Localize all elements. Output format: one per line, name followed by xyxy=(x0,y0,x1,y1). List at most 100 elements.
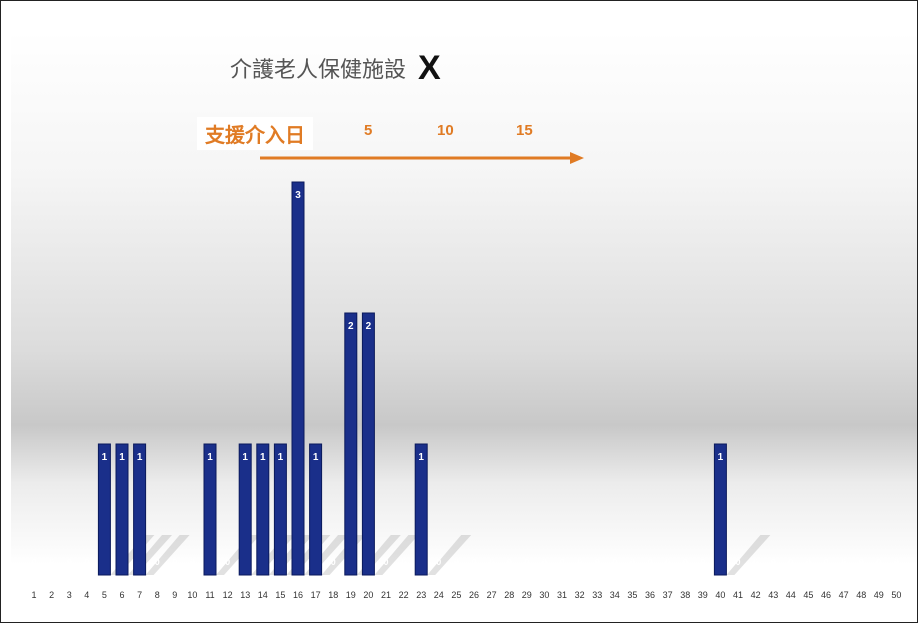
data-label-day-19: 2 xyxy=(348,321,354,332)
chart-title: 介護老人保健施設 X xyxy=(230,48,441,88)
data-label-day-29: 0 xyxy=(524,557,529,567)
chart-title-text: 介護老人保健施設 xyxy=(230,58,407,83)
x-tick-label: 25 xyxy=(451,590,461,600)
data-label-day-18: 0 xyxy=(331,557,336,567)
bar-day-23 xyxy=(414,443,428,576)
data-label-day-42: 0 xyxy=(753,557,758,567)
bar-day-16 xyxy=(291,181,305,576)
data-label-day-50: 0 xyxy=(894,557,899,567)
intervention-day-label: 支援介入日 xyxy=(197,117,313,150)
bar-shadow xyxy=(726,535,771,575)
data-label-day-26: 0 xyxy=(471,557,476,567)
intervention-tick-5: 5 xyxy=(364,122,373,139)
x-tick-label: 37 xyxy=(663,590,673,600)
bar-day-13 xyxy=(238,443,252,576)
plot-area xyxy=(11,31,917,611)
bar-day-19 xyxy=(344,312,358,576)
bar-day-7 xyxy=(133,443,147,576)
data-label-day-38: 0 xyxy=(683,557,688,567)
intervention-arrow xyxy=(260,152,584,164)
x-axis-ticks: 1 2 3 4 5 6 7 8 9 10 11 12 13 14 15 16 17 18 19 20 21 22 23 24 2… xyxy=(31,590,901,600)
bar-shadow xyxy=(427,535,472,575)
x-tick-label: 38 xyxy=(680,590,690,600)
data-label-day-40: 1 xyxy=(718,452,724,463)
data-label-day-45: 0 xyxy=(806,557,811,567)
data-label-day-39: 0 xyxy=(700,557,705,567)
x-tick-label: 32 xyxy=(575,590,585,600)
x-tick-label: 9 xyxy=(172,590,177,600)
data-label-day-10: 0 xyxy=(190,557,195,567)
x-tick-label: 6 xyxy=(119,590,124,600)
x-tick-label: 39 xyxy=(698,590,708,600)
x-tick-label: 23 xyxy=(416,590,426,600)
x-tick-label: 46 xyxy=(821,590,831,600)
x-tick-label: 42 xyxy=(751,590,761,600)
bar-day-11 xyxy=(203,443,217,576)
x-tick-label: 29 xyxy=(522,590,532,600)
x-tick-label: 43 xyxy=(768,590,778,600)
data-label-day-21: 0 xyxy=(383,557,388,567)
data-label-day-6: 1 xyxy=(119,452,125,463)
data-label-day-30: 0 xyxy=(542,557,547,567)
x-tick-label: 14 xyxy=(258,590,268,600)
data-label-day-49: 0 xyxy=(876,557,881,567)
x-tick-label: 1 xyxy=(31,590,36,600)
intervention-tick-15: 15 xyxy=(516,122,533,139)
data-label-day-48: 0 xyxy=(859,557,864,567)
x-tick-label: 31 xyxy=(557,590,567,600)
intervention-arrow-head xyxy=(570,152,584,164)
x-tick-label: 10 xyxy=(187,590,197,600)
data-label-day-31: 0 xyxy=(559,557,564,567)
bar-day-17 xyxy=(309,443,323,576)
x-tick-label: 20 xyxy=(363,590,373,600)
data-label-day-17: 1 xyxy=(313,452,319,463)
data-label-day-4: 0 xyxy=(84,557,89,567)
x-tick-label: 28 xyxy=(504,590,514,600)
data-label-day-34: 0 xyxy=(612,557,617,567)
bar-day-5 xyxy=(97,443,111,576)
intervention-tick-10: 10 xyxy=(437,122,454,139)
x-tick-label: 22 xyxy=(399,590,409,600)
data-label-day-27: 0 xyxy=(489,557,494,567)
x-tick-label: 8 xyxy=(155,590,160,600)
data-label-day-2: 0 xyxy=(49,557,54,567)
bar-day-14 xyxy=(256,443,270,576)
x-tick-label: 33 xyxy=(592,590,602,600)
x-tick-label: 17 xyxy=(311,590,321,600)
x-tick-label: 4 xyxy=(84,590,89,600)
data-label-day-28: 0 xyxy=(507,557,512,567)
data-label-day-22: 0 xyxy=(401,557,406,567)
x-tick-label: 27 xyxy=(487,590,497,600)
bar-day-6 xyxy=(115,443,129,576)
data-label-day-7: 1 xyxy=(137,452,143,463)
x-tick-label: 34 xyxy=(610,590,620,600)
data-label-day-23: 1 xyxy=(418,452,424,463)
bar-day-20 xyxy=(361,312,375,576)
data-label-day-43: 0 xyxy=(771,557,776,567)
x-tick-label: 21 xyxy=(381,590,391,600)
data-label-day-41: 0 xyxy=(735,557,740,567)
data-label-day-5: 1 xyxy=(102,452,108,463)
data-label-day-36: 0 xyxy=(647,557,652,567)
data-label-day-12: 0 xyxy=(225,557,230,567)
data-label-day-9: 0 xyxy=(172,557,177,567)
x-tick-label: 50 xyxy=(891,590,901,600)
data-label-day-13: 1 xyxy=(242,452,248,463)
data-label-day-32: 0 xyxy=(577,557,582,567)
data-label-day-37: 0 xyxy=(665,557,670,567)
data-label-day-1: 0 xyxy=(31,557,36,567)
x-tick-label: 40 xyxy=(715,590,725,600)
data-label-day-11: 1 xyxy=(207,452,213,463)
x-tick-label: 36 xyxy=(645,590,655,600)
x-tick-label: 49 xyxy=(874,590,884,600)
bar-day-40 xyxy=(713,443,727,576)
data-label-day-33: 0 xyxy=(595,557,600,567)
x-tick-label: 2 xyxy=(49,590,54,600)
data-label-day-20: 2 xyxy=(366,321,372,332)
data-label-day-46: 0 xyxy=(823,557,828,567)
x-tick-label: 24 xyxy=(434,590,444,600)
x-tick-label: 19 xyxy=(346,590,356,600)
bars xyxy=(97,181,771,576)
